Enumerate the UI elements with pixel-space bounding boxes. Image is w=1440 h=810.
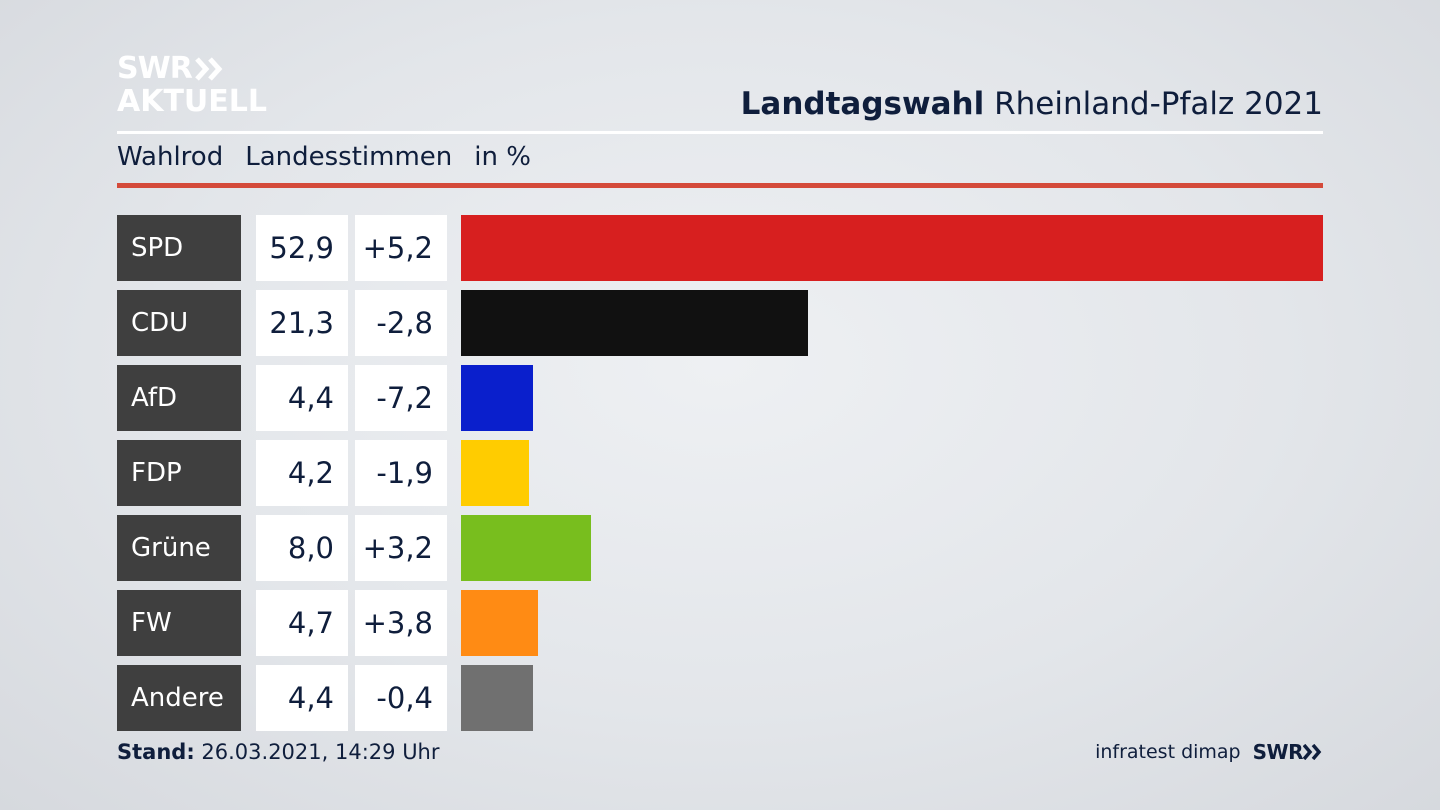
chevrons-icon <box>1303 744 1322 760</box>
value-label: 4,4 <box>256 665 348 731</box>
party-label: FDP <box>117 440 241 506</box>
party-label: CDU <box>117 290 241 356</box>
change-label: +3,2 <box>355 515 447 581</box>
page-title: Landtagswahl Rheinland-Pfalz 2021 <box>741 86 1323 122</box>
source-label: infratest dimap <box>1095 741 1241 763</box>
logo-line-2: AKTUELL <box>117 84 268 119</box>
party-label: Grüne <box>117 515 241 581</box>
value-label: 21,3 <box>256 290 348 356</box>
party-row: AfD 4,4 -7,2 <box>117 365 1323 431</box>
party-label: FW <box>117 590 241 656</box>
party-row: FW 4,7 +3,8 <box>117 590 1323 656</box>
bar-andere <box>461 665 533 731</box>
title-bold: Landtagswahl <box>740 86 985 122</box>
party-row: Grüne 8,0 +3,2 <box>117 515 1323 581</box>
bar-fdp <box>461 440 529 506</box>
footer-credits: infratest dimap SWR <box>1095 740 1323 764</box>
change-label: -7,2 <box>355 365 447 431</box>
bar-cdu <box>461 290 808 356</box>
change-label: -1,9 <box>355 440 447 506</box>
unit-label: in % <box>474 142 531 172</box>
value-label: 8,0 <box>256 515 348 581</box>
bar-afd <box>461 365 533 431</box>
party-row: CDU 21,3 -2,8 <box>117 290 1323 356</box>
title-rest: Rheinland-Pfalz 2021 <box>994 86 1323 122</box>
party-row: SPD 52,9 +5,2 <box>117 215 1323 281</box>
swr-footer-logo: SWR <box>1253 740 1323 764</box>
bar-grüne <box>461 515 591 581</box>
change-label: -2,8 <box>355 290 447 356</box>
party-label: Andere <box>117 665 241 731</box>
change-label: +3,8 <box>355 590 447 656</box>
header-divider <box>117 131 1323 134</box>
stand-label: Stand: <box>117 740 195 764</box>
logo-line-1: SWR <box>117 51 193 86</box>
value-label: 52,9 <box>256 215 348 281</box>
swr-aktuell-logo: SWR AKTUELL <box>117 54 267 117</box>
change-label: -0,4 <box>355 665 447 731</box>
metric-label: Landesstimmen <box>245 142 453 172</box>
party-row: Andere 4,4 -0,4 <box>117 665 1323 731</box>
party-label: AfD <box>117 365 241 431</box>
bar-spd <box>461 215 1323 281</box>
bar-fw <box>461 590 538 656</box>
change-label: +5,2 <box>355 215 447 281</box>
party-label: SPD <box>117 215 241 281</box>
brand-label: SWR <box>1252 740 1304 764</box>
value-label: 4,2 <box>256 440 348 506</box>
value-label: 4,4 <box>256 365 348 431</box>
chevrons-icon <box>194 57 223 81</box>
party-row: FDP 4,2 -1,9 <box>117 440 1323 506</box>
stand-value: 26.03.2021, 14:29 Uhr <box>201 740 440 764</box>
timestamp: Stand: 26.03.2021, 14:29 Uhr <box>117 740 440 764</box>
chart-subheader: Wahlrod Landesstimmen in % <box>117 142 531 172</box>
place-label: Wahlrod <box>117 142 224 172</box>
value-label: 4,7 <box>256 590 348 656</box>
accent-divider <box>117 183 1323 188</box>
